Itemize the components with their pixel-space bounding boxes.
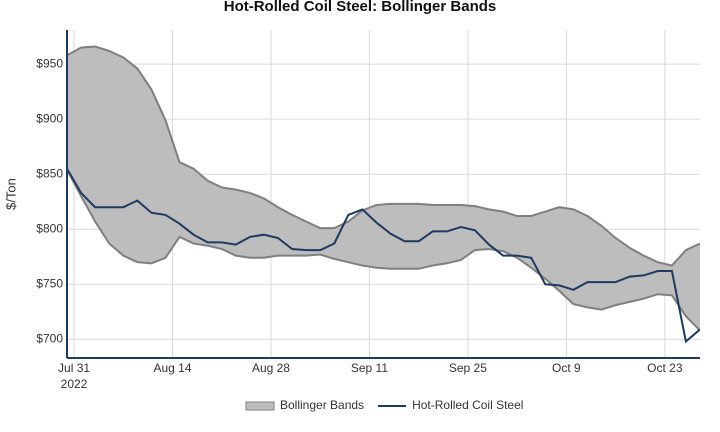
band-upper [67, 45, 700, 267]
chart-title: Hot-Rolled Coil Steel: Bollinger Bands [224, 0, 497, 15]
x-tick-label: Oct 9 [552, 361, 581, 375]
legend-label: Hot-Rolled Coil Steel [412, 398, 523, 412]
y-axis-label: $/Ton [3, 178, 18, 210]
x-tick-label: Sep 11 [351, 361, 388, 375]
x-tick-label: Aug 28 [252, 361, 290, 375]
x-tick-label: Aug 14 [153, 361, 191, 375]
y-tick-label: $750 [36, 276, 63, 290]
y-tick-label: $950 [36, 56, 63, 70]
x-tick-label: Oct 23 [647, 361, 683, 375]
plot [67, 45, 700, 344]
x-tick-sublabel: 2022 [61, 377, 88, 391]
x-tick-label: Jul 31 [58, 361, 90, 375]
series-line [67, 168, 700, 344]
y-tick-label: $700 [36, 331, 63, 345]
y-tick-label: $900 [36, 111, 63, 125]
y-tick-label: $850 [36, 166, 63, 180]
x-tick-label: Sep 25 [449, 361, 487, 375]
legend-label: Bollinger Bands [280, 398, 364, 412]
band-lower [67, 169, 700, 332]
band-fill [67, 46, 700, 331]
y-tick-label: $800 [36, 221, 63, 235]
legend-swatch [245, 401, 275, 411]
